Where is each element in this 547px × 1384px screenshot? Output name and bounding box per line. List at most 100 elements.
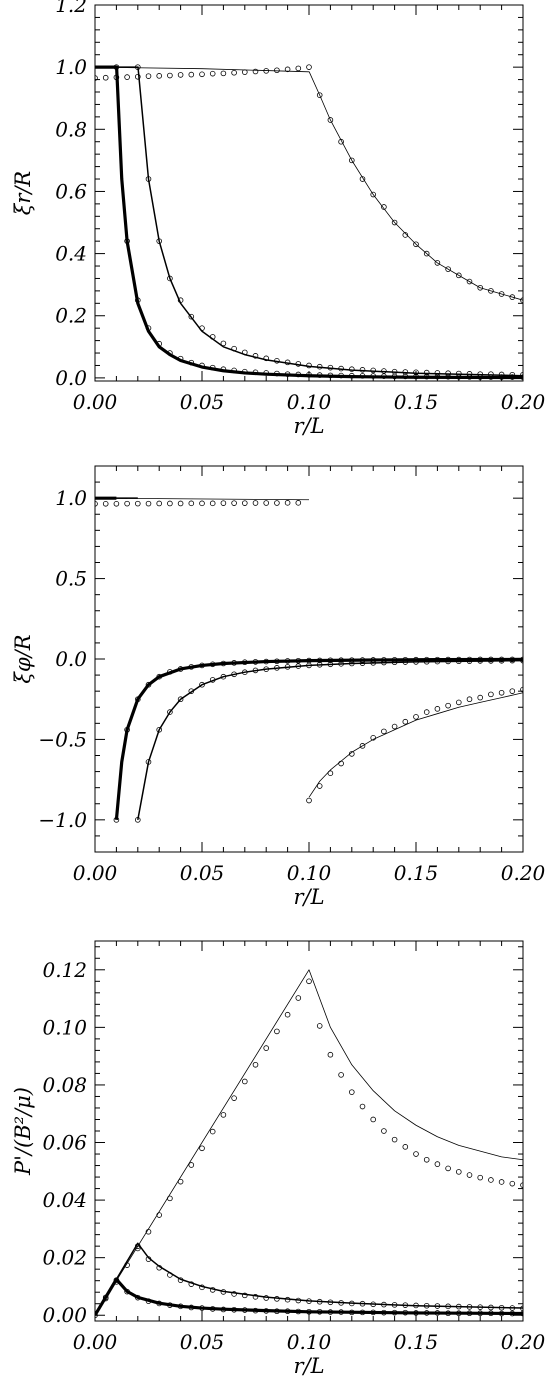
data-point — [348, 660, 355, 667]
data-point — [509, 656, 516, 663]
data-point — [263, 658, 270, 665]
data-point — [263, 68, 270, 74]
data-point — [423, 250, 430, 257]
data-point — [167, 1195, 173, 1202]
data-point — [348, 1309, 355, 1316]
series-line — [308, 692, 523, 798]
data-point — [102, 74, 109, 81]
data-point — [295, 65, 302, 72]
data-point — [220, 340, 227, 347]
data-point — [124, 726, 130, 733]
x-tick-label: 0.10 — [287, 861, 332, 885]
data-point — [220, 673, 227, 680]
data-point — [274, 1028, 280, 1035]
data-point — [423, 1156, 430, 1163]
data-point — [124, 1288, 130, 1295]
data-point — [423, 369, 430, 376]
data-point — [370, 367, 377, 374]
y-tick-label: 0.6 — [55, 179, 87, 203]
data-point — [498, 1179, 505, 1185]
data-point — [274, 1296, 280, 1302]
data-point — [252, 1294, 259, 1300]
data-point — [156, 1212, 163, 1218]
data-point — [413, 1302, 419, 1309]
data-point — [413, 1151, 419, 1157]
data-point — [488, 371, 494, 377]
data-point — [231, 1306, 237, 1313]
data-point — [498, 1310, 505, 1317]
data-point — [263, 500, 270, 506]
data-point — [466, 1172, 473, 1178]
data-point — [284, 1296, 291, 1303]
data-point — [263, 355, 270, 362]
data-point — [359, 1300, 366, 1307]
data-point — [455, 656, 462, 663]
data-point — [113, 1279, 120, 1285]
data-point — [434, 370, 441, 376]
data-point — [381, 657, 387, 663]
data-point — [488, 656, 494, 663]
data-point — [381, 659, 387, 666]
data-point — [402, 1302, 409, 1308]
series-line — [114, 657, 523, 820]
data-point — [488, 1304, 494, 1311]
data-point — [145, 73, 152, 79]
data-point — [466, 656, 473, 663]
plot-frame — [94, 940, 524, 1322]
data-point — [188, 500, 195, 507]
data-point — [520, 1182, 523, 1188]
data-point — [370, 1116, 377, 1123]
data-point — [413, 373, 419, 380]
data-point — [209, 500, 216, 507]
data-point — [274, 658, 280, 665]
series-line — [95, 65, 523, 380]
data-point — [338, 657, 344, 664]
data-point — [338, 372, 344, 379]
data-point — [391, 1136, 398, 1143]
x-tick-label: 0.05 — [180, 1330, 225, 1354]
chart-panel-bottom: 0.00 0.05 0.10 0.15 0.20 0.00 0.02 0.04 0.06 0.08… — [11, 940, 546, 1378]
data-point — [520, 686, 523, 693]
data-point — [231, 660, 237, 666]
data-point — [156, 340, 163, 347]
data-point — [488, 1177, 494, 1183]
x-tick-label: 0.20 — [501, 1330, 546, 1354]
data-point — [199, 1305, 205, 1311]
data-point — [413, 656, 419, 663]
data-point — [359, 660, 366, 666]
y-tick-label: −0.5 — [38, 727, 87, 751]
data-point — [455, 272, 462, 279]
data-point — [402, 659, 409, 665]
data-point — [455, 1169, 462, 1175]
data-point — [306, 1308, 312, 1315]
data-point — [242, 669, 248, 675]
data-point — [445, 1310, 451, 1317]
data-point — [466, 1304, 473, 1310]
data-point — [509, 1310, 516, 1317]
data-point — [177, 1303, 184, 1310]
data-point — [306, 362, 312, 369]
data-point — [306, 657, 312, 664]
plot-frame — [94, 4, 524, 382]
data-point — [274, 358, 280, 364]
data-point — [327, 1309, 334, 1315]
data-point — [95, 500, 98, 507]
data-point — [477, 284, 484, 291]
data-point — [135, 73, 141, 80]
data-point — [520, 297, 523, 304]
data-point — [113, 74, 120, 81]
data-point — [370, 735, 377, 741]
y-tick-label: 0.08 — [42, 1073, 87, 1097]
data-point — [402, 1309, 409, 1316]
data-point — [274, 370, 280, 377]
data-point — [359, 743, 366, 749]
data-point — [284, 664, 291, 670]
data-point — [466, 1310, 473, 1317]
data-point — [498, 371, 505, 378]
data-point — [263, 1045, 270, 1051]
data-point — [466, 658, 473, 664]
data-point — [199, 71, 205, 78]
data-point — [423, 656, 430, 663]
data-point — [445, 1303, 451, 1310]
x-tick-label: 0.20 — [501, 390, 546, 414]
